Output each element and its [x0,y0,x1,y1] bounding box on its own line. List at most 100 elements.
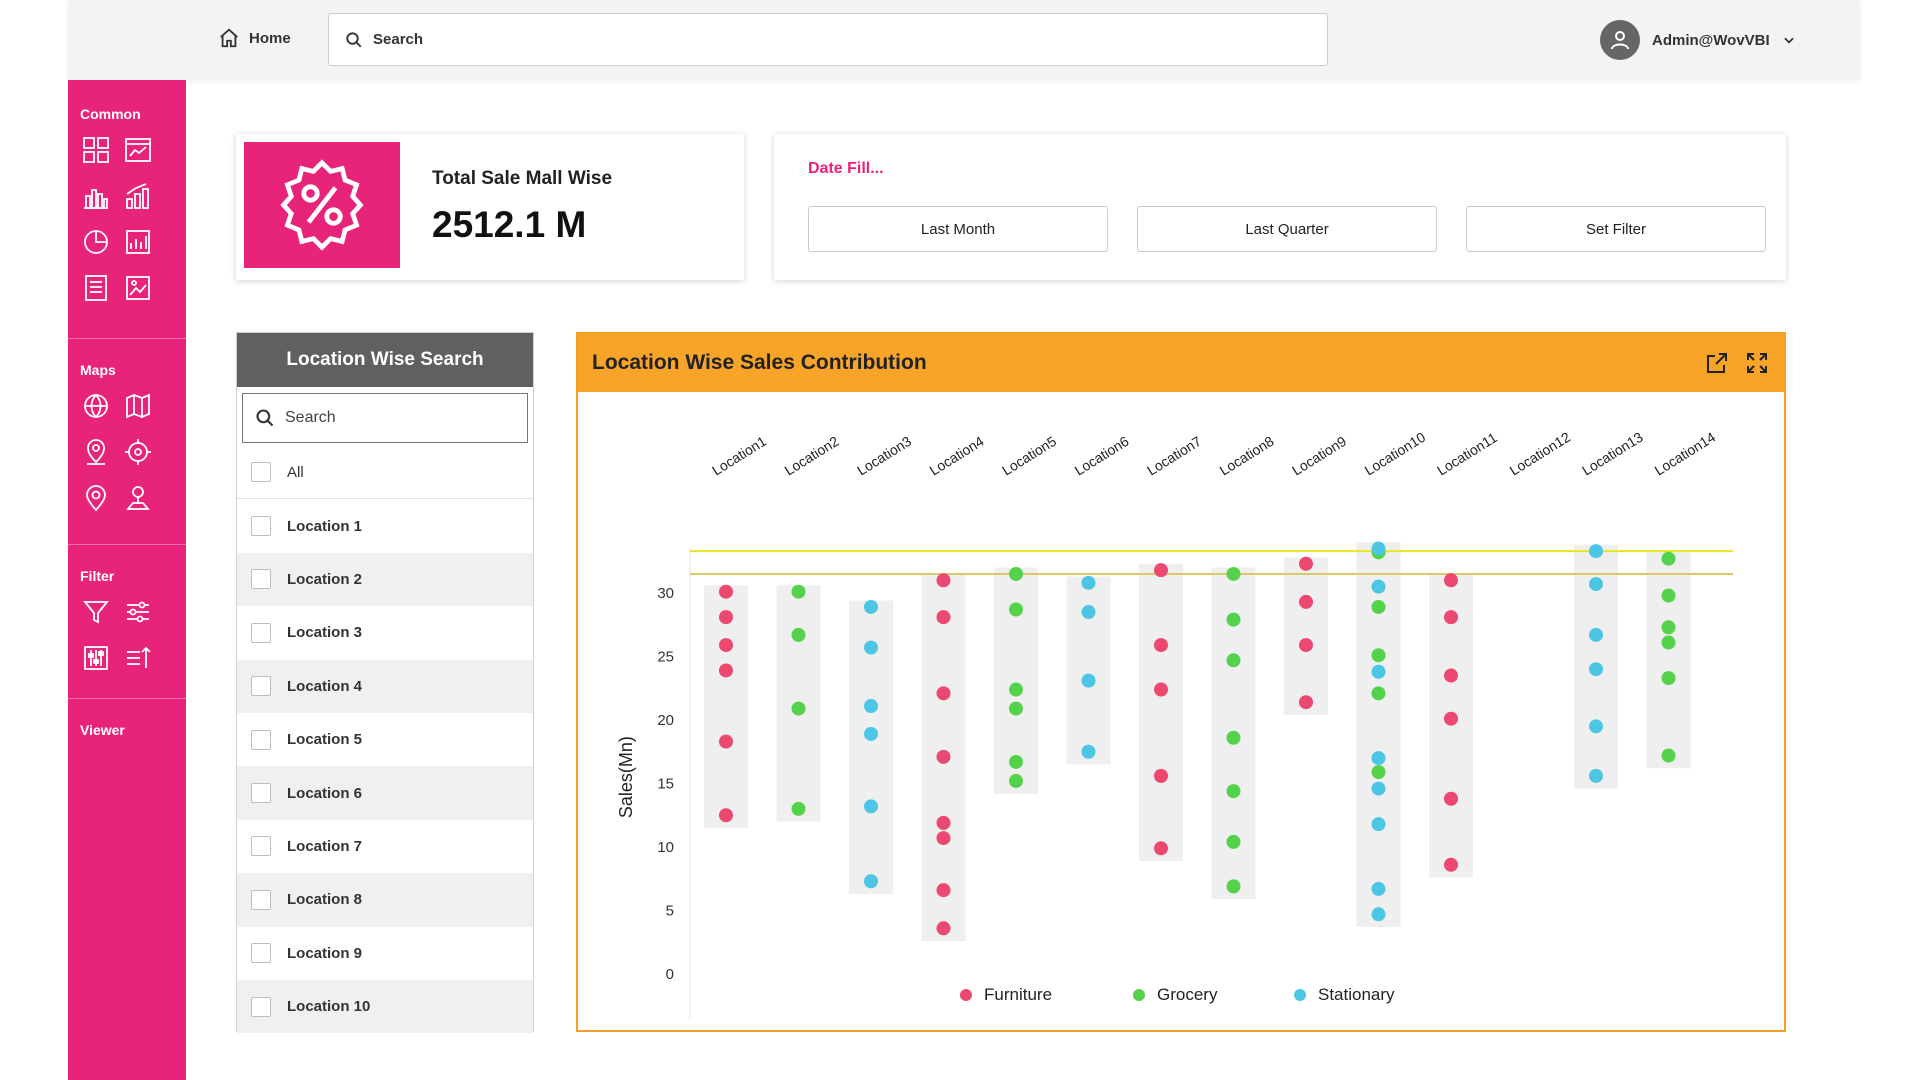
sidebar-divider [68,698,186,699]
checkbox[interactable] [251,569,271,590]
data-point-stationary [864,799,878,814]
data-point-furniture [719,610,733,625]
legend-marker [1133,989,1145,1001]
location-search-input[interactable] [285,409,505,427]
data-point-stationary [864,874,878,889]
location-option[interactable]: Location 6 [237,766,533,820]
location-option[interactable]: Location 4 [237,659,533,713]
location-option[interactable]: Location 7 [237,820,533,873]
y-tick-label: 25 [657,649,674,666]
range-band [704,585,748,828]
data-point-grocery [1661,748,1676,763]
report-list-icon[interactable] [80,272,112,304]
folded-map-icon[interactable] [122,390,154,422]
fullscreen-button[interactable] [1742,348,1772,378]
legend-marker [960,989,972,1001]
sidebar-section-viewer: Viewer [68,722,186,750]
checkbox[interactable] [251,622,271,643]
location-option-label: Location 7 [287,837,363,855]
set-filter-button[interactable]: Set Filter [1466,206,1766,252]
equalizer-icon[interactable] [80,642,112,674]
location-search-box[interactable] [242,393,528,443]
checkbox[interactable] [251,836,271,857]
data-point-furniture [936,686,951,701]
user-pin-icon[interactable] [122,482,154,514]
checkbox[interactable] [251,996,271,1017]
x-tick-label: Location10 [1362,429,1429,479]
sidebar-section-title[interactable]: Viewer [80,722,125,738]
checkbox[interactable] [251,889,271,910]
data-point-stationary [1371,541,1386,556]
location-user-icon[interactable] [80,436,112,468]
sidebar-divider [68,544,186,545]
location-option[interactable]: Location 2 [237,552,533,607]
data-point-furniture [1299,695,1313,710]
legend-marker [1294,989,1306,1001]
global-search[interactable] [328,13,1328,66]
home-link[interactable]: Home [218,26,291,50]
percent-badge-icon [280,159,364,251]
bar-chart-icon[interactable] [80,180,112,212]
location-list: All Location 1 Location 2 Location 3 Loc… [237,446,533,1034]
funnel-icon[interactable] [80,596,112,628]
location-option[interactable]: Location 3 [237,606,533,659]
checkbox[interactable] [251,943,271,964]
data-point-grocery [1371,648,1386,663]
checkbox[interactable] [251,676,271,697]
location-option[interactable]: Location 10 [237,979,533,1034]
data-point-grocery [1226,730,1241,745]
data-point-furniture [936,921,951,936]
combo-chart-icon[interactable] [122,180,154,212]
data-point-grocery [791,701,806,716]
location-option[interactable]: Location 8 [237,873,533,927]
globe-map-icon[interactable] [80,390,112,422]
sort-up-icon[interactable] [122,642,154,674]
checkbox[interactable] [251,729,271,750]
dashboard-grid-icon[interactable] [80,134,112,166]
sidebar-section-maps: Maps [68,362,186,514]
data-point-stationary [1081,605,1096,620]
location-option[interactable]: Location 9 [237,927,533,980]
pie-chart-icon[interactable] [80,226,112,258]
sidebar: Common Maps [68,80,186,1080]
data-point-stationary [1081,673,1096,688]
global-search-input[interactable] [373,31,1273,48]
location-option-all[interactable]: All [237,446,533,500]
data-point-stationary [1081,744,1096,759]
data-point-furniture [719,663,733,678]
last-month-button[interactable]: Last Month [808,206,1108,252]
sliders-icon[interactable] [122,596,154,628]
line-chart-window-icon[interactable] [122,134,154,166]
location-option[interactable]: Location 1 [237,499,533,552]
legend-label: Stationary [1318,985,1395,1004]
checkbox[interactable] [251,516,271,537]
crosshair-icon[interactable] [122,436,154,468]
data-point-furniture [1154,638,1168,653]
location-option[interactable]: Location 5 [237,713,533,766]
location-option-label: Location 10 [287,998,371,1016]
range-band [1066,576,1111,765]
image-chart-icon[interactable] [122,226,154,258]
data-point-grocery [1661,620,1676,635]
date-filter-title[interactable]: Date Fill... [808,160,884,177]
data-point-grocery [1371,599,1386,614]
x-tick-label: Location12 [1507,429,1574,479]
map-pin-icon[interactable] [80,482,112,514]
data-point-furniture [936,883,951,898]
gallery-icon[interactable] [122,272,154,304]
user-menu[interactable]: Admin@WovVBI [1600,20,1796,60]
checkbox[interactable] [251,783,271,804]
data-point-grocery [1226,653,1241,668]
data-point-grocery [1009,754,1023,769]
data-point-furniture [1444,857,1458,872]
x-tick-label: Location8 [1217,433,1277,479]
checkbox[interactable] [251,462,271,483]
data-point-stationary [864,640,878,655]
location-search-panel: Location Wise Search All Location 1 Loca… [236,332,534,1034]
chevron-down-icon[interactable] [1782,33,1796,47]
x-tick-label: Location1 [709,433,769,479]
last-quarter-button[interactable]: Last Quarter [1137,206,1437,252]
export-button[interactable] [1702,348,1732,378]
export-icon [1707,353,1727,373]
avatar[interactable] [1600,20,1640,60]
